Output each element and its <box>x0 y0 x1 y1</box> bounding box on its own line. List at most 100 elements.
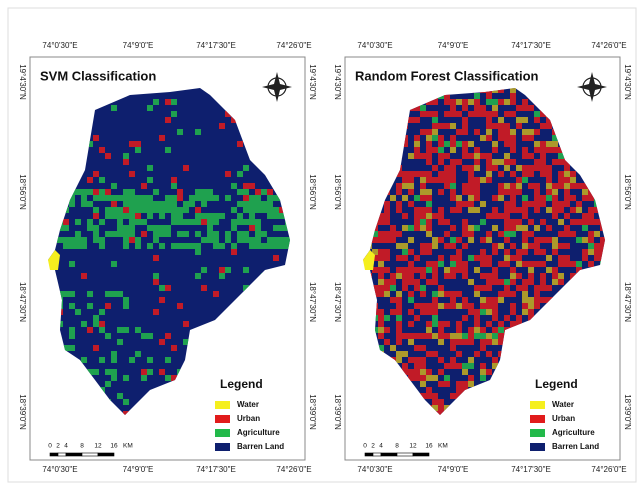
pixel <box>408 309 414 315</box>
pixel <box>273 237 279 243</box>
pixel <box>159 207 165 213</box>
coord-label: 19°4'30"N <box>308 64 317 100</box>
pixel <box>552 249 558 255</box>
pixel <box>426 159 432 165</box>
pixel <box>420 177 426 183</box>
pixel <box>462 201 468 207</box>
pixel <box>540 261 546 267</box>
pixel <box>426 195 432 201</box>
pixel <box>273 243 279 249</box>
pixel <box>450 165 456 171</box>
pixel <box>552 201 558 207</box>
pixel <box>486 99 492 105</box>
pixel <box>588 243 594 249</box>
pixel <box>558 231 564 237</box>
pixel <box>111 183 117 189</box>
pixel <box>402 243 408 249</box>
pixel <box>504 201 510 207</box>
pixel <box>462 123 468 129</box>
pixel <box>486 297 492 303</box>
pixel <box>129 141 135 147</box>
pixel <box>123 189 129 195</box>
pixel <box>486 213 492 219</box>
pixel <box>426 321 432 327</box>
pixel <box>93 321 99 327</box>
pixel <box>570 261 576 267</box>
pixel <box>195 249 201 255</box>
pixel <box>414 147 420 153</box>
pixel <box>255 231 261 237</box>
pixel <box>480 237 486 243</box>
pixel <box>171 195 177 201</box>
pixel <box>528 297 534 303</box>
pixel <box>414 363 420 369</box>
pixel <box>498 123 504 129</box>
pixel <box>534 201 540 207</box>
pixel <box>468 279 474 285</box>
scale-label: 0 <box>48 443 52 450</box>
pixel <box>498 129 504 135</box>
scale-label: 0 <box>363 443 367 450</box>
pixel <box>267 201 273 207</box>
pixel <box>378 285 384 291</box>
pixel <box>105 303 111 309</box>
scale-segment <box>373 453 381 456</box>
pixel <box>516 273 522 279</box>
pixel <box>516 183 522 189</box>
pixel <box>438 141 444 147</box>
pixel <box>540 237 546 243</box>
pixel <box>426 375 432 381</box>
pixel <box>420 153 426 159</box>
pixel <box>528 153 534 159</box>
pixel <box>486 171 492 177</box>
pixel <box>468 339 474 345</box>
pixel <box>249 225 255 231</box>
pixel <box>522 237 528 243</box>
pixel <box>438 369 444 375</box>
pixel <box>462 333 468 339</box>
pixel <box>243 207 249 213</box>
pixel <box>540 171 546 177</box>
pixel <box>219 123 225 129</box>
pixel <box>426 129 432 135</box>
pixel <box>504 285 510 291</box>
pixel <box>81 195 87 201</box>
pixel <box>510 195 516 201</box>
pixel <box>201 237 207 243</box>
scale-segment <box>98 453 114 456</box>
pixel <box>522 99 528 105</box>
pixel <box>249 243 255 249</box>
pixel <box>474 153 480 159</box>
pixel <box>432 135 438 141</box>
pixel <box>480 105 486 111</box>
pixel <box>564 255 570 261</box>
pixel <box>384 315 390 321</box>
pixel <box>534 147 540 153</box>
pixel <box>93 225 99 231</box>
pixel <box>528 231 534 237</box>
pixel <box>408 273 414 279</box>
pixel <box>534 117 540 123</box>
pixel <box>504 159 510 165</box>
pixel <box>444 321 450 327</box>
pixel <box>117 231 123 237</box>
pixel <box>468 201 474 207</box>
pixel <box>384 285 390 291</box>
pixel <box>450 243 456 249</box>
pixel <box>99 327 105 333</box>
pixel <box>414 135 420 141</box>
pixel <box>456 381 462 387</box>
pixel <box>462 219 468 225</box>
pixel <box>165 333 171 339</box>
pixel <box>75 189 81 195</box>
pixel <box>426 243 432 249</box>
pixel <box>594 219 600 225</box>
pixel <box>582 237 588 243</box>
pixel <box>414 195 420 201</box>
pixel <box>528 261 534 267</box>
pixel <box>552 243 558 249</box>
pixel <box>378 267 384 273</box>
coord-label: 18°56'0"N <box>308 174 317 210</box>
pixel <box>462 189 468 195</box>
pixel <box>219 243 225 249</box>
